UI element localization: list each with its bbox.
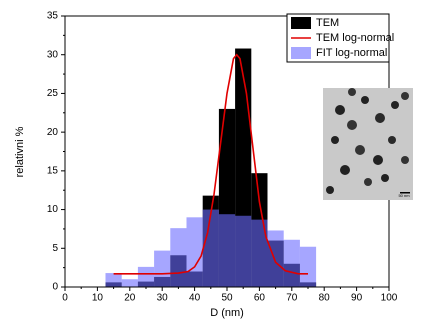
legend-swatch [291, 17, 311, 29]
x-tick-label: 50 [221, 293, 233, 304]
x-tick-label: 10 [92, 293, 104, 304]
x-tick-label: 100 [381, 293, 398, 304]
x-axis-label: D (nm) [210, 307, 244, 319]
y-tick-label: 20 [47, 127, 59, 138]
bar [202, 209, 219, 287]
x-tick-label: 30 [157, 293, 169, 304]
bar [121, 279, 138, 287]
inset-scale-label: 50 nm [398, 193, 410, 198]
legend-label: TEM log-normal [316, 32, 394, 44]
bar [186, 217, 203, 287]
bar [218, 214, 236, 287]
x-tick-label: 20 [124, 293, 136, 304]
y-tick-label: 0 [52, 282, 58, 293]
y-axis-label: relativni % [14, 126, 26, 177]
x-tick-label: 70 [286, 293, 298, 304]
y-tick-label: 5 [52, 243, 58, 254]
y-tick-label: 35 [47, 11, 59, 22]
bar [170, 228, 187, 287]
bar [137, 266, 155, 287]
y-tick-label: 25 [47, 88, 59, 99]
x-tick-label: 90 [351, 293, 363, 304]
legend-label: TEM [316, 17, 339, 29]
bar [251, 219, 268, 287]
legend-label: FIT log-normal [316, 47, 387, 59]
bar [267, 230, 284, 287]
inset-image: 50 nm [323, 88, 413, 200]
fit-line [113, 53, 308, 275]
legend-swatch [291, 47, 311, 59]
x-tick-label: 80 [319, 293, 331, 304]
x-tick-label: 60 [254, 293, 266, 304]
x-tick-label: 0 [62, 293, 68, 304]
bar [154, 250, 171, 287]
bar [283, 239, 300, 287]
bar [105, 273, 122, 287]
bar [235, 215, 252, 287]
y-tick-label: 10 [47, 204, 59, 215]
y-tick-label: 30 [47, 49, 59, 60]
x-tick-label: 40 [189, 293, 201, 304]
y-tick-label: 15 [47, 165, 59, 176]
bar [299, 246, 317, 287]
